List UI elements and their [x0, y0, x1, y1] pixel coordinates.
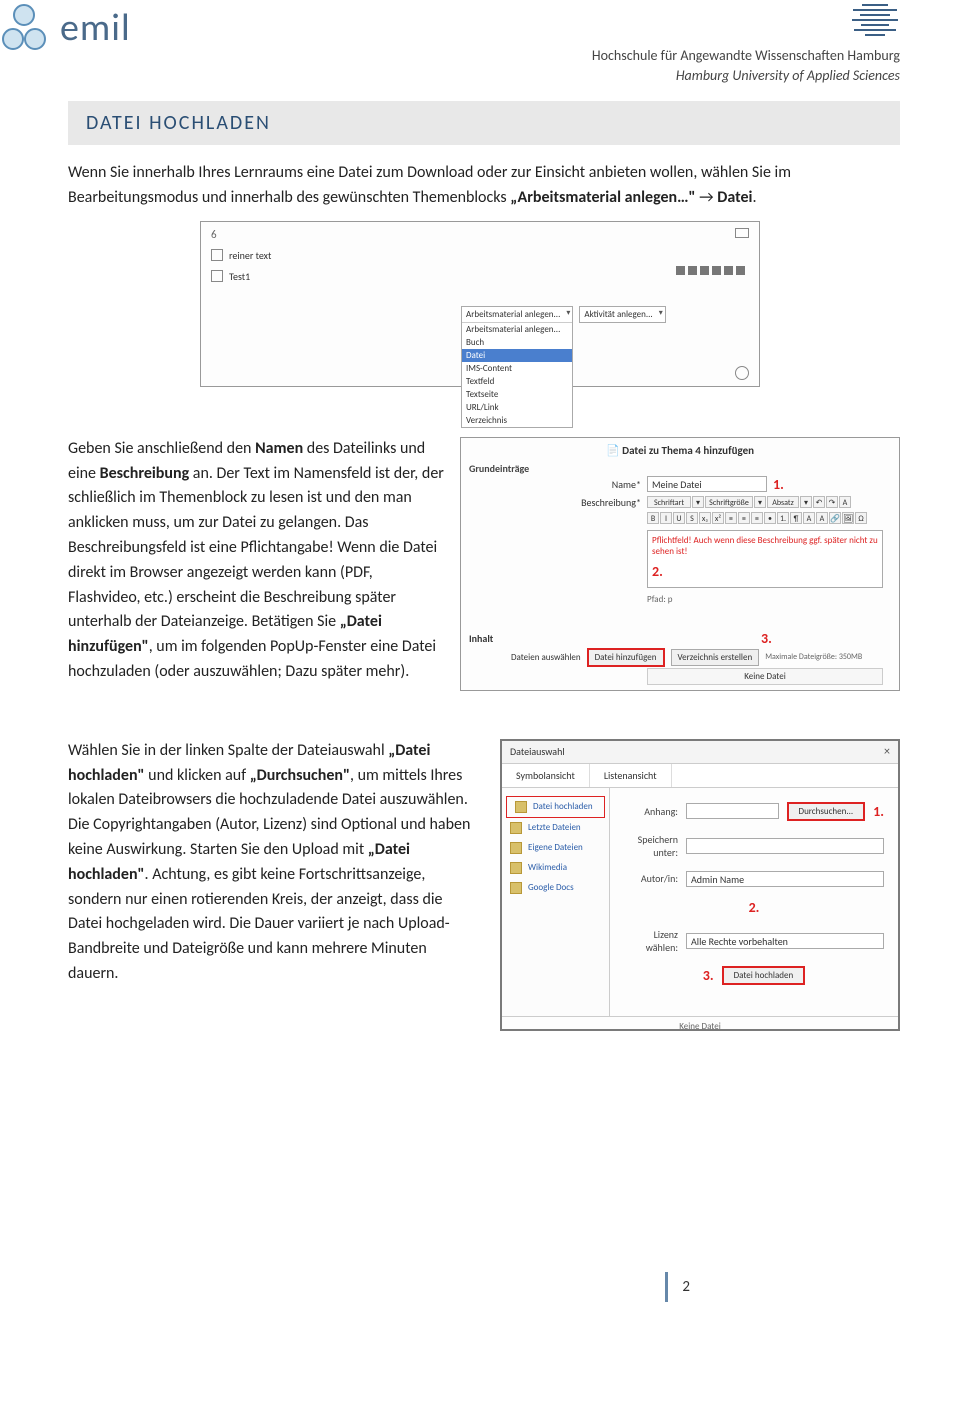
resource-item[interactable]: reiner text: [229, 249, 271, 262]
center-align-icon: [850, 4, 900, 36]
file-icon: [211, 270, 223, 282]
material-dropdown[interactable]: Arbeitsmaterial anlegen... Arbeitsmateri…: [461, 306, 573, 428]
picker-sidebar: Datei hochladen Letzte Dateien Eigene Da…: [502, 788, 610, 1016]
close-icon[interactable]: ×: [884, 745, 890, 759]
sidebar-gdocs[interactable]: Google Docs: [502, 878, 609, 898]
tab-list[interactable]: Listenansicht: [590, 764, 672, 787]
tab-icons[interactable]: Symbolansicht: [502, 764, 590, 787]
uni-name-en: Hamburg University of Applied Sciences: [592, 66, 900, 86]
license-select[interactable]: Alle Rechte vorbehalten: [686, 933, 884, 949]
logo-text: emil: [60, 5, 131, 51]
logo-block: emil: [0, 4, 131, 52]
page-number: 2: [665, 1272, 690, 1302]
add-file-button[interactable]: Datei hinzufügen: [587, 648, 665, 667]
annotation-3: 3.: [761, 630, 772, 647]
no-file-label: Keine Datei: [647, 668, 883, 685]
create-dir-button[interactable]: Verzeichnis erstellen: [671, 649, 760, 666]
sidebar-recent[interactable]: Letzte Dateien: [502, 818, 609, 838]
license-label: Lizenz wählen:: [624, 928, 678, 954]
file-icon: [211, 249, 223, 261]
editor-toolbar: Schriftart▾ Schriftgröße▾ Absatz▾ ↶↷A: [647, 496, 851, 508]
activity-dropdown[interactable]: Aktivität anlegen...: [579, 306, 665, 323]
annotation-1: 1.: [873, 803, 884, 820]
upload-button[interactable]: Datei hochladen: [722, 966, 806, 985]
dropdown-list: Arbeitsmaterial anlegen... Buch Datei IM…: [462, 322, 572, 427]
sidebar-upload[interactable]: Datei hochladen: [506, 796, 605, 818]
name-input[interactable]: Meine Datei: [647, 476, 767, 492]
upload-icon: [515, 801, 527, 813]
editor-toolbar-2: BIUSx₂x² ≡≡≡•1.¶ AA🔗🖼Ω: [647, 512, 867, 524]
section-grundeintraege: Grundeinträge: [469, 462, 529, 475]
picker-footer: Keine Datei: [502, 1016, 898, 1036]
browse-button[interactable]: Durchsuchen...: [787, 802, 866, 821]
editor-path: Pfad: p: [647, 594, 672, 605]
description-label: Beschreibung*: [571, 496, 641, 509]
screenshot-file-picker: Dateiauswahl × Symbolansicht Listenansic…: [500, 739, 900, 1031]
para-name-description: Geben Sie anschließend den Namen des Dat…: [68, 437, 444, 685]
section-title: DATEI HOCHLADEN: [68, 101, 900, 145]
attachment-input[interactable]: [686, 803, 779, 819]
page-header: emil Hochschule für Angewandte Wissensch…: [0, 0, 960, 85]
visibility-icon: [735, 366, 749, 380]
resource-item[interactable]: Test1: [229, 270, 250, 283]
name-label: Name*: [571, 478, 641, 491]
block-number: 6: [211, 228, 749, 241]
files-select-label: Dateien auswählen: [511, 652, 581, 663]
sidebar-wikimedia[interactable]: Wikimedia: [502, 858, 609, 878]
author-input[interactable]: Admin Name: [686, 871, 884, 887]
dropdown-head[interactable]: Aktivität anlegen...: [580, 307, 664, 322]
dropdown-head[interactable]: Arbeitsmaterial anlegen...: [462, 307, 572, 322]
collapse-icon: [735, 228, 749, 238]
uni-block: Hochschule für Angewandte Wissenschaften…: [592, 4, 900, 85]
sidebar-private[interactable]: Eigene Dateien: [502, 838, 609, 858]
saveas-input[interactable]: [686, 838, 884, 854]
uni-name-de: Hochschule für Angewandte Wissenschaften…: [592, 46, 900, 66]
annotation-2: 2.: [749, 899, 760, 916]
wiki-icon: [510, 862, 522, 874]
author-label: Autor/in:: [624, 872, 678, 885]
para-upload: Wählen Sie in der linken Spalte der Date…: [68, 739, 472, 987]
screenshot-add-file-form: 📄 Datei zu Thema 4 hinzufügen Grundeintr…: [460, 437, 900, 691]
edit-icons-row: [676, 266, 745, 275]
screenshot-course-editor: 6 reiner text Test1 Arbeitsmaterial anle…: [200, 221, 760, 387]
dialog-title: 📄 Datei zu Thema 4 hinzufügen: [471, 444, 889, 457]
clock-icon: [510, 822, 522, 834]
section-inhalt: Inhalt: [469, 632, 493, 645]
annotation-1: 1.: [773, 476, 784, 493]
saveas-label: Speichern unter:: [624, 833, 678, 859]
description-textarea[interactable]: Pflichtfeld! Auch wenn diese Beschreibun…: [647, 530, 883, 588]
gdocs-icon: [510, 882, 522, 894]
annotation-2: 2.: [652, 563, 878, 580]
folder-icon: [510, 842, 522, 854]
intro-paragraph: Wenn Sie innerhalb Ihres Lernraums eine …: [68, 161, 900, 211]
emil-logo-icon: [0, 4, 48, 52]
attachment-label: Anhang:: [624, 805, 678, 818]
picker-title: Dateiauswahl: [510, 745, 565, 758]
max-filesize: Maximale Dateigröße: 350MB: [765, 652, 862, 662]
picker-tabs: Symbolansicht Listenansicht: [502, 764, 898, 788]
annotation-3: 3.: [703, 967, 714, 984]
